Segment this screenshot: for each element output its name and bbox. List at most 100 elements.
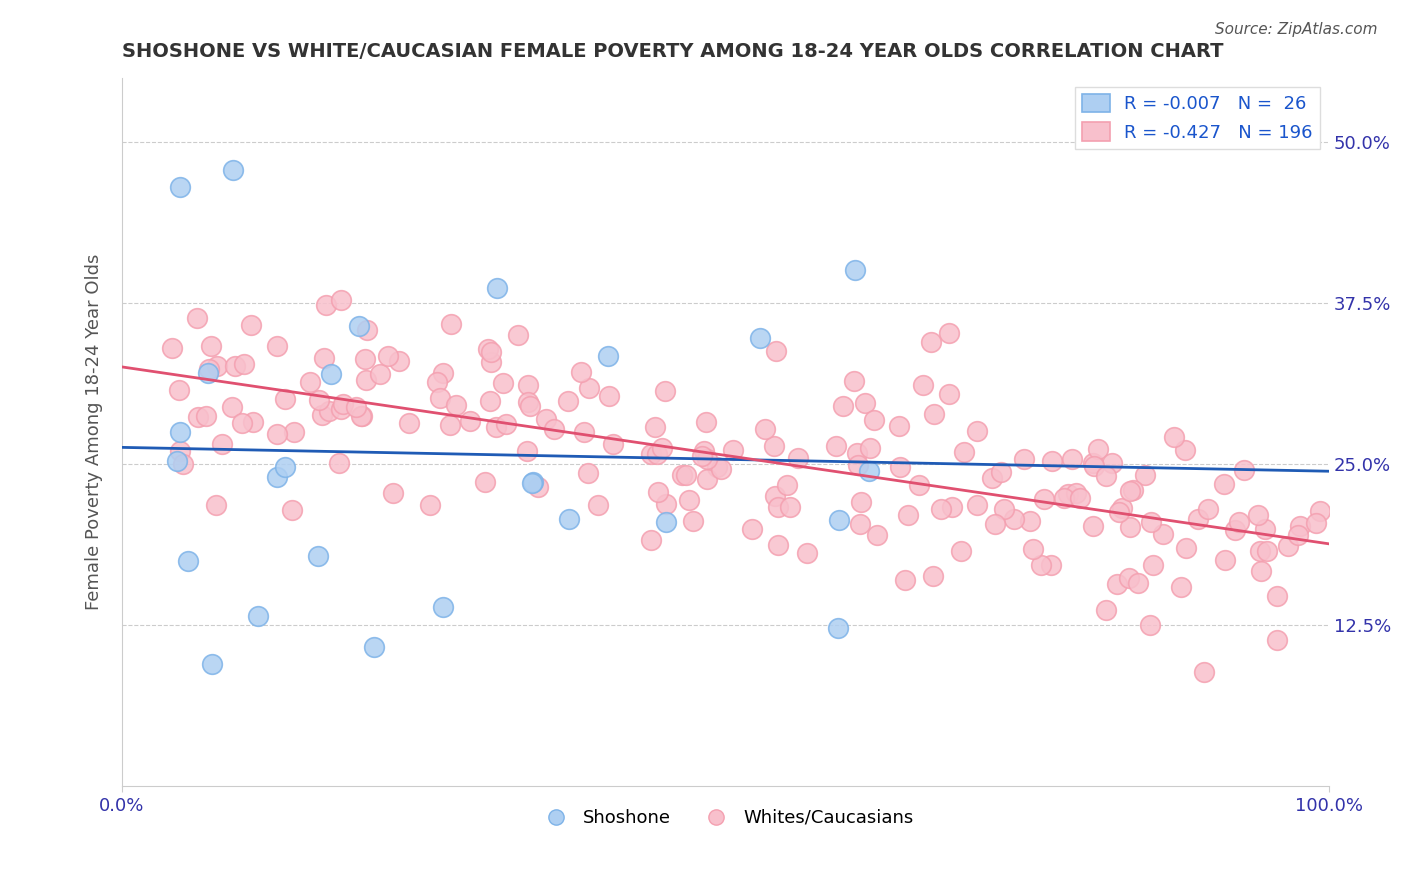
Point [908,478,931,492]
Point [329,401,352,416]
Point [508,328,530,343]
Point [765,489,787,503]
Point [721,443,744,458]
Point [922,569,945,583]
Point [516,444,538,458]
Point [1083,458,1105,473]
Point [640,533,662,548]
Point [1095,602,1118,616]
Point [169,180,191,194]
Point [1265,633,1288,648]
Point [388,354,411,368]
Point [329,293,352,307]
Point [398,417,420,431]
Point [350,409,373,423]
Point [233,357,256,371]
Point [1128,575,1150,590]
Point [602,437,624,451]
Point [222,163,245,178]
Point [754,421,776,435]
Point [167,383,190,397]
Point [1040,454,1063,468]
Point [186,310,208,325]
Point [207,359,229,373]
Point [922,407,945,421]
Point [479,355,502,369]
Point [477,342,499,356]
Point [1095,468,1118,483]
Point [690,449,713,463]
Point [432,367,454,381]
Point [1002,511,1025,525]
Text: SHOSHONE VS WHITE/CAUCASIAN FEMALE POVERTY AMONG 18-24 YEAR OLDS CORRELATION CHA: SHOSHONE VS WHITE/CAUCASIAN FEMALE POVER… [122,42,1223,61]
Point [1170,580,1192,594]
Point [832,399,855,413]
Point [172,457,194,471]
Point [426,375,449,389]
Point [495,417,517,431]
Point [1277,540,1299,554]
Point [828,513,851,527]
Point [576,466,599,480]
Point [588,498,610,512]
Point [654,384,676,398]
Point [485,281,508,295]
Point [1265,590,1288,604]
Point [678,493,700,508]
Point [1187,511,1209,525]
Point [853,396,876,410]
Point [1256,544,1278,558]
Point [485,419,508,434]
Point [557,393,579,408]
Point [458,414,481,428]
Point [844,374,866,388]
Point [1192,665,1215,679]
Point [299,375,322,389]
Point [786,450,808,465]
Point [187,410,209,425]
Point [990,465,1012,479]
Point [557,512,579,526]
Point [1118,484,1140,499]
Point [889,460,911,475]
Point [307,549,329,564]
Point [952,444,974,458]
Point [481,345,503,359]
Point [231,416,253,430]
Point [846,458,869,472]
Point [211,436,233,450]
Point [696,451,718,466]
Point [440,318,463,332]
Point [912,377,935,392]
Point [221,400,243,414]
Point [1163,430,1185,444]
Point [849,516,872,531]
Point [1142,558,1164,572]
Point [596,350,619,364]
Point [526,480,548,494]
Y-axis label: Female Poverty Among 18-24 Year Olds: Female Poverty Among 18-24 Year Olds [86,254,103,610]
Point [706,459,728,474]
Point [274,392,297,406]
Point [1057,487,1080,501]
Point [1032,491,1054,506]
Point [762,439,785,453]
Point [356,323,378,337]
Point [1105,577,1128,591]
Point [517,394,540,409]
Point [318,403,340,417]
Point [645,447,668,461]
Point [1223,523,1246,537]
Point [984,516,1007,531]
Point [1087,442,1109,456]
Point [382,486,405,500]
Point [1254,523,1277,537]
Point [1215,553,1237,567]
Point [1233,463,1256,477]
Point [748,331,770,345]
Point [1022,541,1045,556]
Point [242,415,264,429]
Point [1040,558,1063,573]
Point [1289,518,1312,533]
Point [160,341,183,355]
